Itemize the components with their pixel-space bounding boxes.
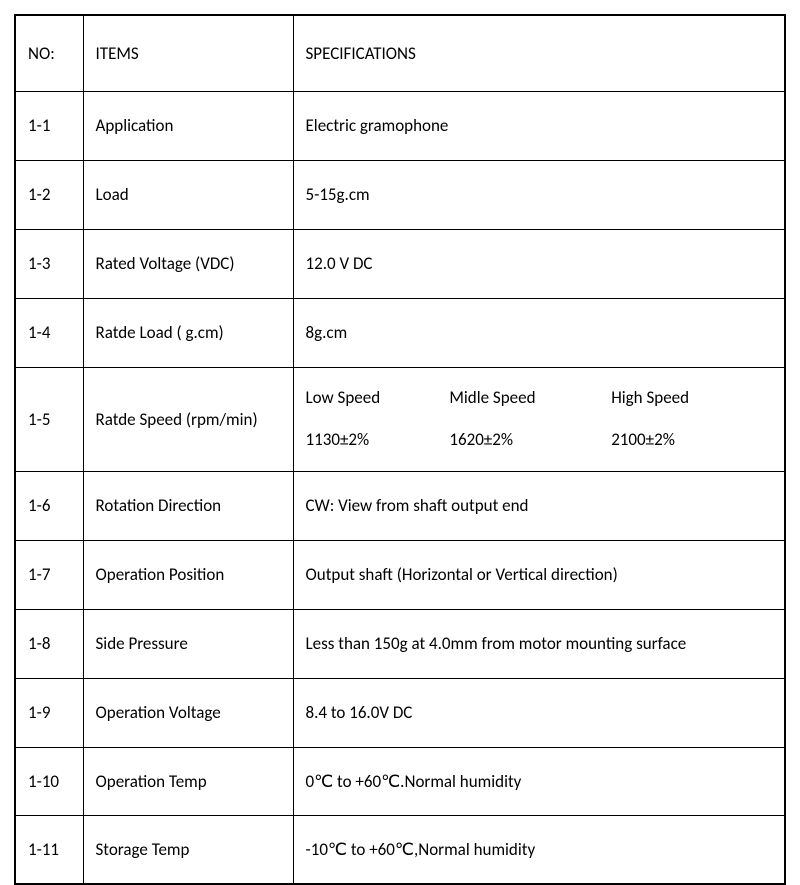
row-spec: 5-15g.cm bbox=[293, 160, 785, 229]
table-row: 1-7 Operation Position Output shaft (Hor… bbox=[15, 540, 785, 609]
row-item: Storage Temp bbox=[83, 815, 293, 884]
row-no: 1-11 bbox=[15, 815, 83, 884]
row-item: Side Pressure bbox=[83, 609, 293, 678]
table-row: 1-1 Application Electric gramophone bbox=[15, 91, 785, 160]
row-no: 1-7 bbox=[15, 540, 83, 609]
row-item: Load bbox=[83, 160, 293, 229]
table-row: 1-10 Operation Temp 0℃ to +60℃.Normal hu… bbox=[15, 747, 785, 815]
row-no: 1-9 bbox=[15, 678, 83, 747]
header-no: NO: bbox=[15, 15, 83, 91]
row-no: 1-4 bbox=[15, 298, 83, 367]
row-spec: 12.0 V DC bbox=[293, 229, 785, 298]
speed-block: Low Speed Midle Speed High Speed 1130±2%… bbox=[306, 386, 773, 452]
row-item: Rotation Direction bbox=[83, 471, 293, 540]
table-row: 1-2 Load 5-15g.cm bbox=[15, 160, 785, 229]
speed-value-low: 1130±2% bbox=[306, 428, 446, 452]
row-no: 1-10 bbox=[15, 747, 83, 815]
row-item: Operation Position bbox=[83, 540, 293, 609]
speed-label-high: High Speed bbox=[611, 386, 689, 410]
row-no: 1-5 bbox=[15, 367, 83, 471]
speed-value-mid: 1620±2% bbox=[449, 428, 607, 452]
row-item: Operation Temp bbox=[83, 747, 293, 815]
table-row: 1-3 Rated Voltage (VDC) 12.0 V DC bbox=[15, 229, 785, 298]
row-no: 1-6 bbox=[15, 471, 83, 540]
speed-value-high: 2100±2% bbox=[611, 428, 675, 452]
row-item: Ratde Speed (rpm/min) bbox=[83, 367, 293, 471]
table-row: 1-6 Rotation Direction CW: View from sha… bbox=[15, 471, 785, 540]
table-row: 1-11 Storage Temp -10℃ to +60℃,Normal hu… bbox=[15, 815, 785, 884]
row-item: Operation Voltage bbox=[83, 678, 293, 747]
specifications-table: NO: ITEMS SPECIFICATIONS 1-1 Application… bbox=[14, 14, 786, 885]
speed-label-mid: Midle Speed bbox=[449, 386, 607, 410]
row-spec: -10℃ to +60℃,Normal humidity bbox=[293, 815, 785, 884]
table-header-row: NO: ITEMS SPECIFICATIONS bbox=[15, 15, 785, 91]
row-spec: CW: View from shaft output end bbox=[293, 471, 785, 540]
row-no: 1-1 bbox=[15, 91, 83, 160]
row-no: 1-8 bbox=[15, 609, 83, 678]
table-row: 1-5 Ratde Speed (rpm/min) Low Speed Midl… bbox=[15, 367, 785, 471]
row-item: Application bbox=[83, 91, 293, 160]
row-spec: 8g.cm bbox=[293, 298, 785, 367]
row-no: 1-2 bbox=[15, 160, 83, 229]
table-row: 1-9 Operation Voltage 8.4 to 16.0V DC bbox=[15, 678, 785, 747]
row-spec: Electric gramophone bbox=[293, 91, 785, 160]
row-item: Ratde Load ( g.cm) bbox=[83, 298, 293, 367]
row-spec: 0℃ to +60℃.Normal humidity bbox=[293, 747, 785, 815]
header-items: ITEMS bbox=[83, 15, 293, 91]
row-item: Rated Voltage (VDC) bbox=[83, 229, 293, 298]
row-spec: 8.4 to 16.0V DC bbox=[293, 678, 785, 747]
row-spec: Output shaft (Horizontal or Vertical dir… bbox=[293, 540, 785, 609]
table-row: 1-4 Ratde Load ( g.cm) 8g.cm bbox=[15, 298, 785, 367]
header-spec: SPECIFICATIONS bbox=[293, 15, 785, 91]
row-no: 1-3 bbox=[15, 229, 83, 298]
table-row: 1-8 Side Pressure Less than 150g at 4.0m… bbox=[15, 609, 785, 678]
row-spec-speed: Low Speed Midle Speed High Speed 1130±2%… bbox=[293, 367, 785, 471]
speed-label-low: Low Speed bbox=[306, 386, 446, 410]
row-spec: Less than 150g at 4.0mm from motor mount… bbox=[293, 609, 785, 678]
